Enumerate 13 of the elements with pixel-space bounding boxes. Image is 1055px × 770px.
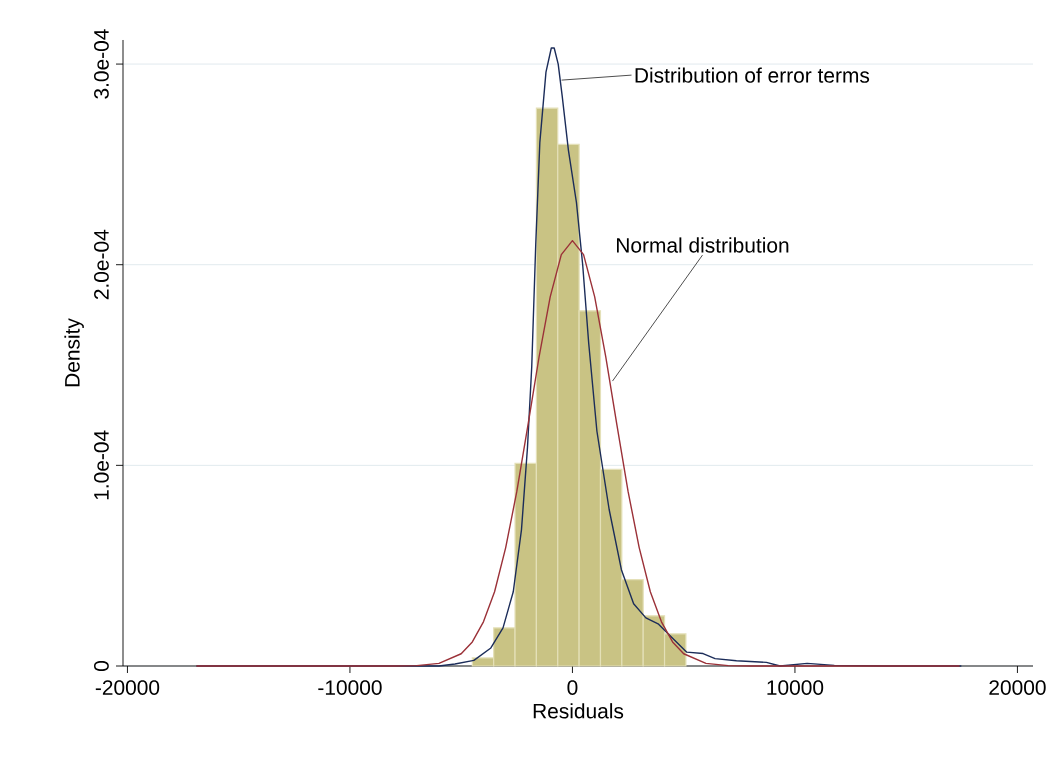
x-tick-label: 0 [567, 680, 578, 695]
x-tick-label: -10000 [318, 680, 382, 695]
x-tick-label: 20000 [989, 680, 1046, 695]
y-tick-label: 3.0e-04 [94, 29, 109, 99]
y-tick-label: 0 [94, 661, 109, 671]
annotation: Normal distribution [617, 237, 789, 253]
x-axis-title: Residuals [533, 703, 624, 719]
y-tick-label: 1.0e-04 [94, 430, 109, 500]
y-axis-title: Density [64, 318, 84, 387]
x-tick-label: 10000 [767, 680, 824, 695]
x-tick-label: -20000 [95, 680, 160, 695]
annotation: Distribution of error terms [635, 67, 870, 83]
y-tick-label: 2.0e-04 [94, 229, 109, 300]
